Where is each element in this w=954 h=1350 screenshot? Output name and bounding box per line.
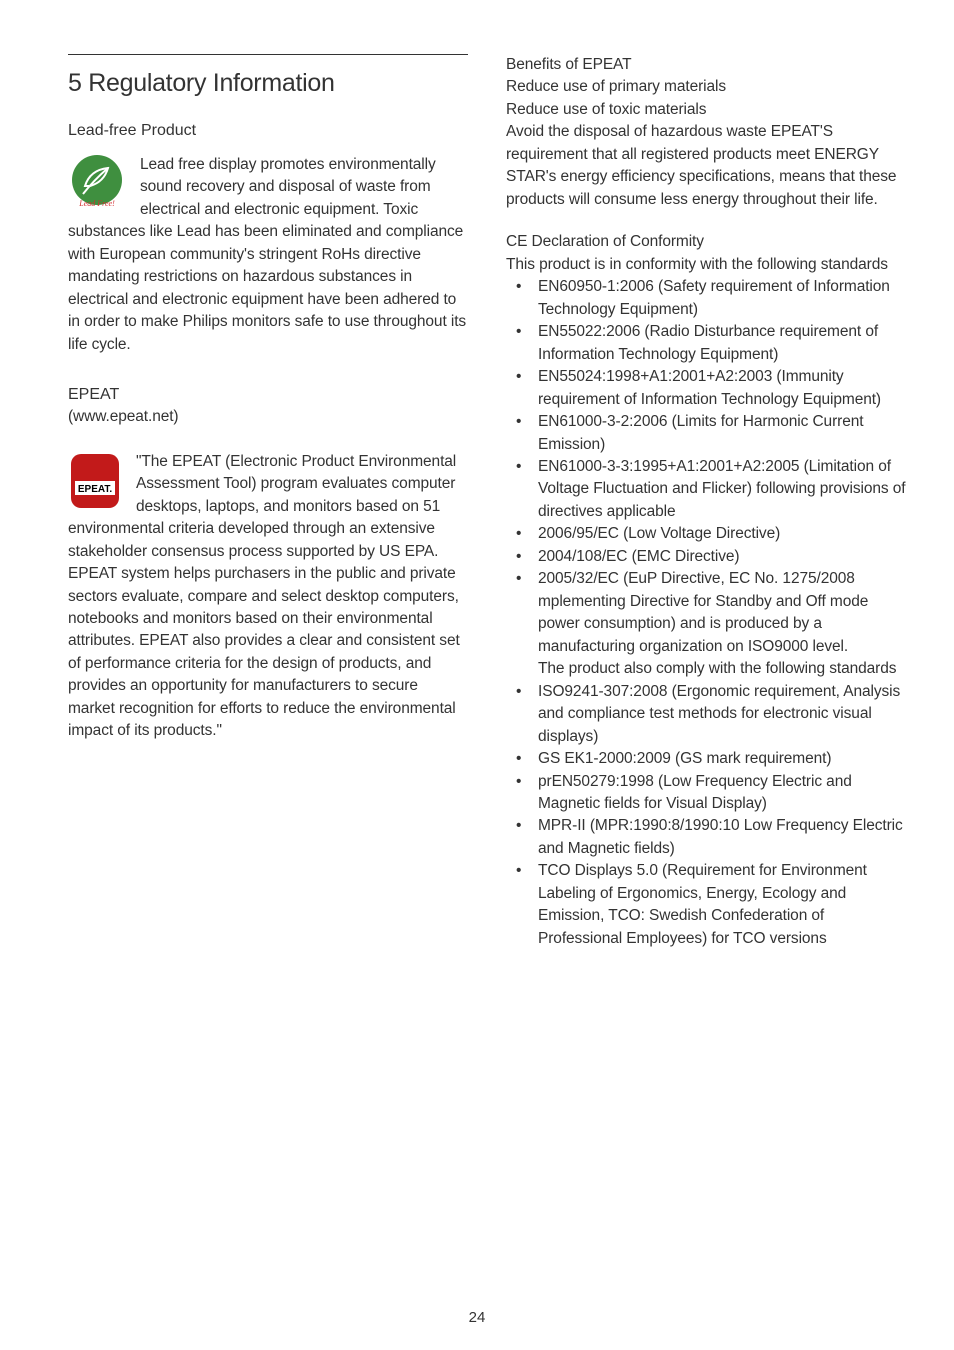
benefits-line-1: Reduce use of toxic materials	[506, 99, 906, 121]
ce-followup: The product also comply with the followi…	[506, 658, 906, 680]
page-number: 24	[0, 1309, 954, 1326]
list-item: EN61000-3-3:1995+A1:2001+A2:2005 (Limita…	[506, 456, 906, 523]
benefits-line-2: Avoid the disposal of hazardous waste EP…	[506, 121, 906, 211]
epeat-url: (www.epeat.net)	[68, 406, 468, 428]
leadfree-heading: Lead-free Product	[68, 122, 468, 140]
section-heading: 5 Regulatory Information	[68, 69, 468, 98]
list-item: EN55022:2006 (Radio Disturbance requirem…	[506, 321, 906, 366]
svg-text:EPEAT.: EPEAT.	[78, 484, 112, 495]
ce-list-1: EN60950-1:2006 (Safety requirement of In…	[506, 276, 906, 950]
list-item: ISO9241-307:2008 (Ergonomic requirement,…	[506, 681, 906, 748]
svg-text:Lead Free!: Lead Free!	[78, 199, 115, 208]
list-item: GS EK1-2000:2009 (GS mark requirement)	[506, 748, 906, 770]
epeat-section: EPEAT (www.epeat.net) EPEAT. "The EPEAT …	[68, 386, 468, 743]
ce-section: CE Declaration of Conformity This produc…	[506, 231, 906, 950]
left-column: 5 Regulatory Information Lead-free Produ…	[68, 54, 468, 950]
list-item: prEN50279:1998 (Low Frequency Electric a…	[506, 771, 906, 816]
list-item: EN60950-1:2006 (Safety requirement of In…	[506, 276, 906, 321]
epeat-icon: EPEAT.	[68, 451, 122, 511]
list-item: 2006/95/EC (Low Voltage Directive)	[506, 523, 906, 545]
benefits-section: Benefits of EPEAT Reduce use of primary …	[506, 54, 906, 211]
epeat-body: "The EPEAT (Electronic Product Environme…	[68, 451, 468, 743]
ce-heading: CE Declaration of Conformity	[506, 231, 906, 253]
leadfree-section: Lead-free Product Lead Free! Lead free d…	[68, 122, 468, 356]
list-item: EN55024:1998+A1:2001+A2:2003 (Immunity r…	[506, 366, 906, 411]
list-item: 2005/32/EC (EuP Directive, EC No. 1275/2…	[506, 568, 906, 658]
leadfree-icon: Lead Free!	[68, 154, 126, 212]
list-item: TCO Displays 5.0 (Requirement for Enviro…	[506, 860, 906, 950]
heading-rule	[68, 54, 468, 55]
benefits-heading: Benefits of EPEAT	[506, 54, 906, 76]
list-item: MPR-II (MPR:1990:8/1990:10 Low Frequency…	[506, 815, 906, 860]
leadfree-body: Lead free display promotes environmental…	[68, 154, 468, 356]
ce-intro: This product is in conformity with the f…	[506, 254, 906, 276]
page-columns: 5 Regulatory Information Lead-free Produ…	[68, 54, 906, 950]
list-item: 2004/108/EC (EMC Directive)	[506, 546, 906, 568]
right-column: Benefits of EPEAT Reduce use of primary …	[506, 54, 906, 950]
benefits-line-0: Reduce use of primary materials	[506, 76, 906, 98]
epeat-heading: EPEAT	[68, 386, 468, 404]
list-item: EN61000-3-2:2006 (Limits for Harmonic Cu…	[506, 411, 906, 456]
